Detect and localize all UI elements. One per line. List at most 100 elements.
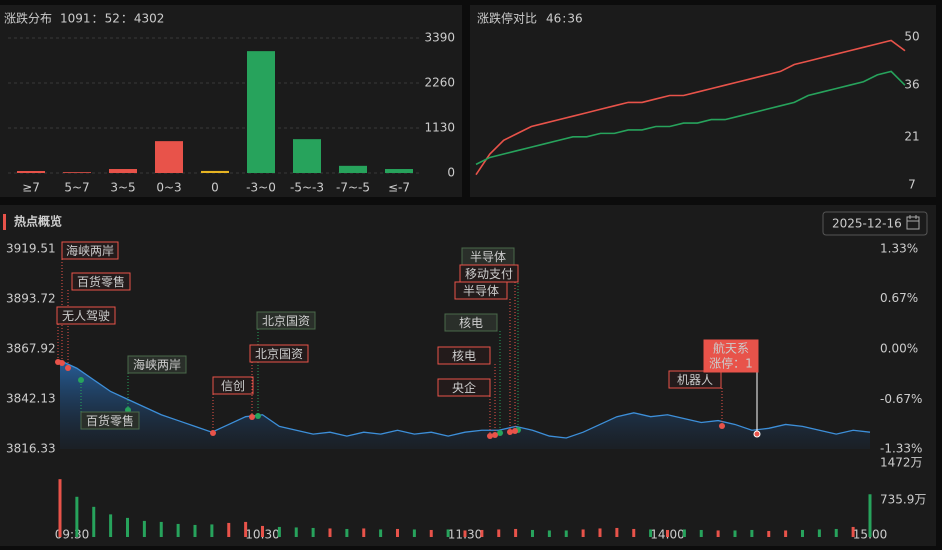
marker xyxy=(753,430,761,438)
volume-bar xyxy=(851,526,855,537)
count: 1091 xyxy=(60,12,91,26)
y-tick-label: 3842.13 xyxy=(6,391,56,405)
x-tick-label: 5~7 xyxy=(64,181,89,195)
separator: : xyxy=(562,12,566,26)
date-picker[interactable] xyxy=(822,211,928,236)
tag-label: 无人驾驶 xyxy=(62,308,110,323)
tag-label: 百货零售 xyxy=(77,274,125,289)
y-tick-label: 50 xyxy=(904,30,919,44)
marker xyxy=(255,413,261,419)
tag-label: 海峡两岸 xyxy=(66,243,114,258)
volume-bar xyxy=(581,529,585,537)
volume-bar xyxy=(834,528,838,537)
volume-bar xyxy=(227,522,231,537)
panel xyxy=(0,5,462,197)
volume-bar xyxy=(244,521,248,537)
x-tick-label: -7~-5 xyxy=(336,181,370,195)
calendar-icon[interactable] xyxy=(906,215,920,230)
tag-label: 核电 xyxy=(459,316,483,330)
tag-label: 机器人 xyxy=(677,373,713,387)
line xyxy=(59,359,871,439)
line xyxy=(475,39,906,176)
tag xyxy=(80,411,140,430)
bar xyxy=(17,171,45,173)
count: 46 xyxy=(546,12,561,26)
volume-bar xyxy=(58,479,62,537)
count: 4302 xyxy=(134,12,165,26)
marker xyxy=(78,377,84,383)
marker xyxy=(65,365,71,371)
volume-bar xyxy=(615,527,619,537)
y2-tick-label: -1.33% xyxy=(880,442,922,456)
volume-bar xyxy=(379,529,383,537)
marker xyxy=(249,414,255,420)
volume-bar xyxy=(92,506,96,537)
marker xyxy=(210,430,216,436)
volume-bar xyxy=(514,528,518,537)
volume-bar xyxy=(396,528,399,537)
line xyxy=(475,70,906,166)
volume-bar xyxy=(682,529,686,537)
volume-bar xyxy=(294,527,298,537)
volume-bar xyxy=(547,530,551,537)
bar xyxy=(109,169,137,173)
volume-bar xyxy=(142,520,146,537)
x-tick-label: -3~0 xyxy=(246,181,276,195)
volume-bar xyxy=(176,523,180,537)
tag xyxy=(256,311,316,330)
tag xyxy=(703,339,759,373)
x-tick-label: 0 xyxy=(211,181,219,195)
tag-label: 央企 xyxy=(452,380,476,395)
y-tick-label: 3893.72 xyxy=(6,291,56,305)
volume-tick-label: 1472万 xyxy=(880,456,923,470)
separator: ： xyxy=(121,12,133,26)
y-tick-label: 3919.51 xyxy=(6,242,56,256)
volume-bar xyxy=(632,528,636,537)
tag-label: 半导体 xyxy=(463,284,499,298)
tag-label: 核电 xyxy=(452,349,476,363)
volume-bar xyxy=(598,528,602,537)
count: 52 xyxy=(105,12,120,26)
volume-bar xyxy=(699,529,703,537)
bar xyxy=(201,170,229,173)
tag xyxy=(61,241,119,260)
y-tick-label: 2260 xyxy=(424,76,455,90)
volume-bar xyxy=(666,529,669,537)
tag-label: 移动支付 xyxy=(465,267,513,281)
tag xyxy=(444,313,498,332)
y2-tick-label: 0.67% xyxy=(880,291,918,305)
y-tick-label: 1130 xyxy=(424,121,455,135)
marker xyxy=(512,428,518,434)
y-tick-label: 3816.33 xyxy=(6,442,56,456)
bar xyxy=(293,139,321,173)
volume-bar xyxy=(750,529,754,537)
y-tick-label: 3390 xyxy=(424,31,455,45)
tag xyxy=(437,378,491,397)
tag xyxy=(212,376,254,395)
tag xyxy=(668,370,722,389)
tag-label: 百货零售 xyxy=(86,413,134,428)
volume-bar xyxy=(480,529,484,537)
volume-bar xyxy=(784,530,788,537)
separator: ： xyxy=(92,12,104,26)
y2-tick-label: 0.00% xyxy=(880,342,918,356)
tag xyxy=(127,355,187,374)
tag-label: 海峡两岸 xyxy=(133,357,181,372)
volume-bar xyxy=(311,527,315,537)
volume-bar xyxy=(159,521,163,537)
volume-bar xyxy=(649,529,653,537)
volume-bar xyxy=(767,530,771,537)
volume-bar xyxy=(868,494,872,537)
volume-bar xyxy=(564,530,568,537)
x-tick-label: ≤-7 xyxy=(388,181,410,195)
x-tick-label: 3~5 xyxy=(110,181,135,195)
bar xyxy=(155,141,183,173)
date[interactable]: 2025-12-16 xyxy=(832,217,902,231)
volume-bar xyxy=(193,524,197,537)
y-tick-label: 0 xyxy=(447,166,455,180)
volume-tick-label: 735.9万 xyxy=(880,493,926,507)
tag xyxy=(71,272,131,291)
marker xyxy=(719,423,725,429)
volume-bar xyxy=(801,529,804,537)
bar xyxy=(63,172,91,173)
